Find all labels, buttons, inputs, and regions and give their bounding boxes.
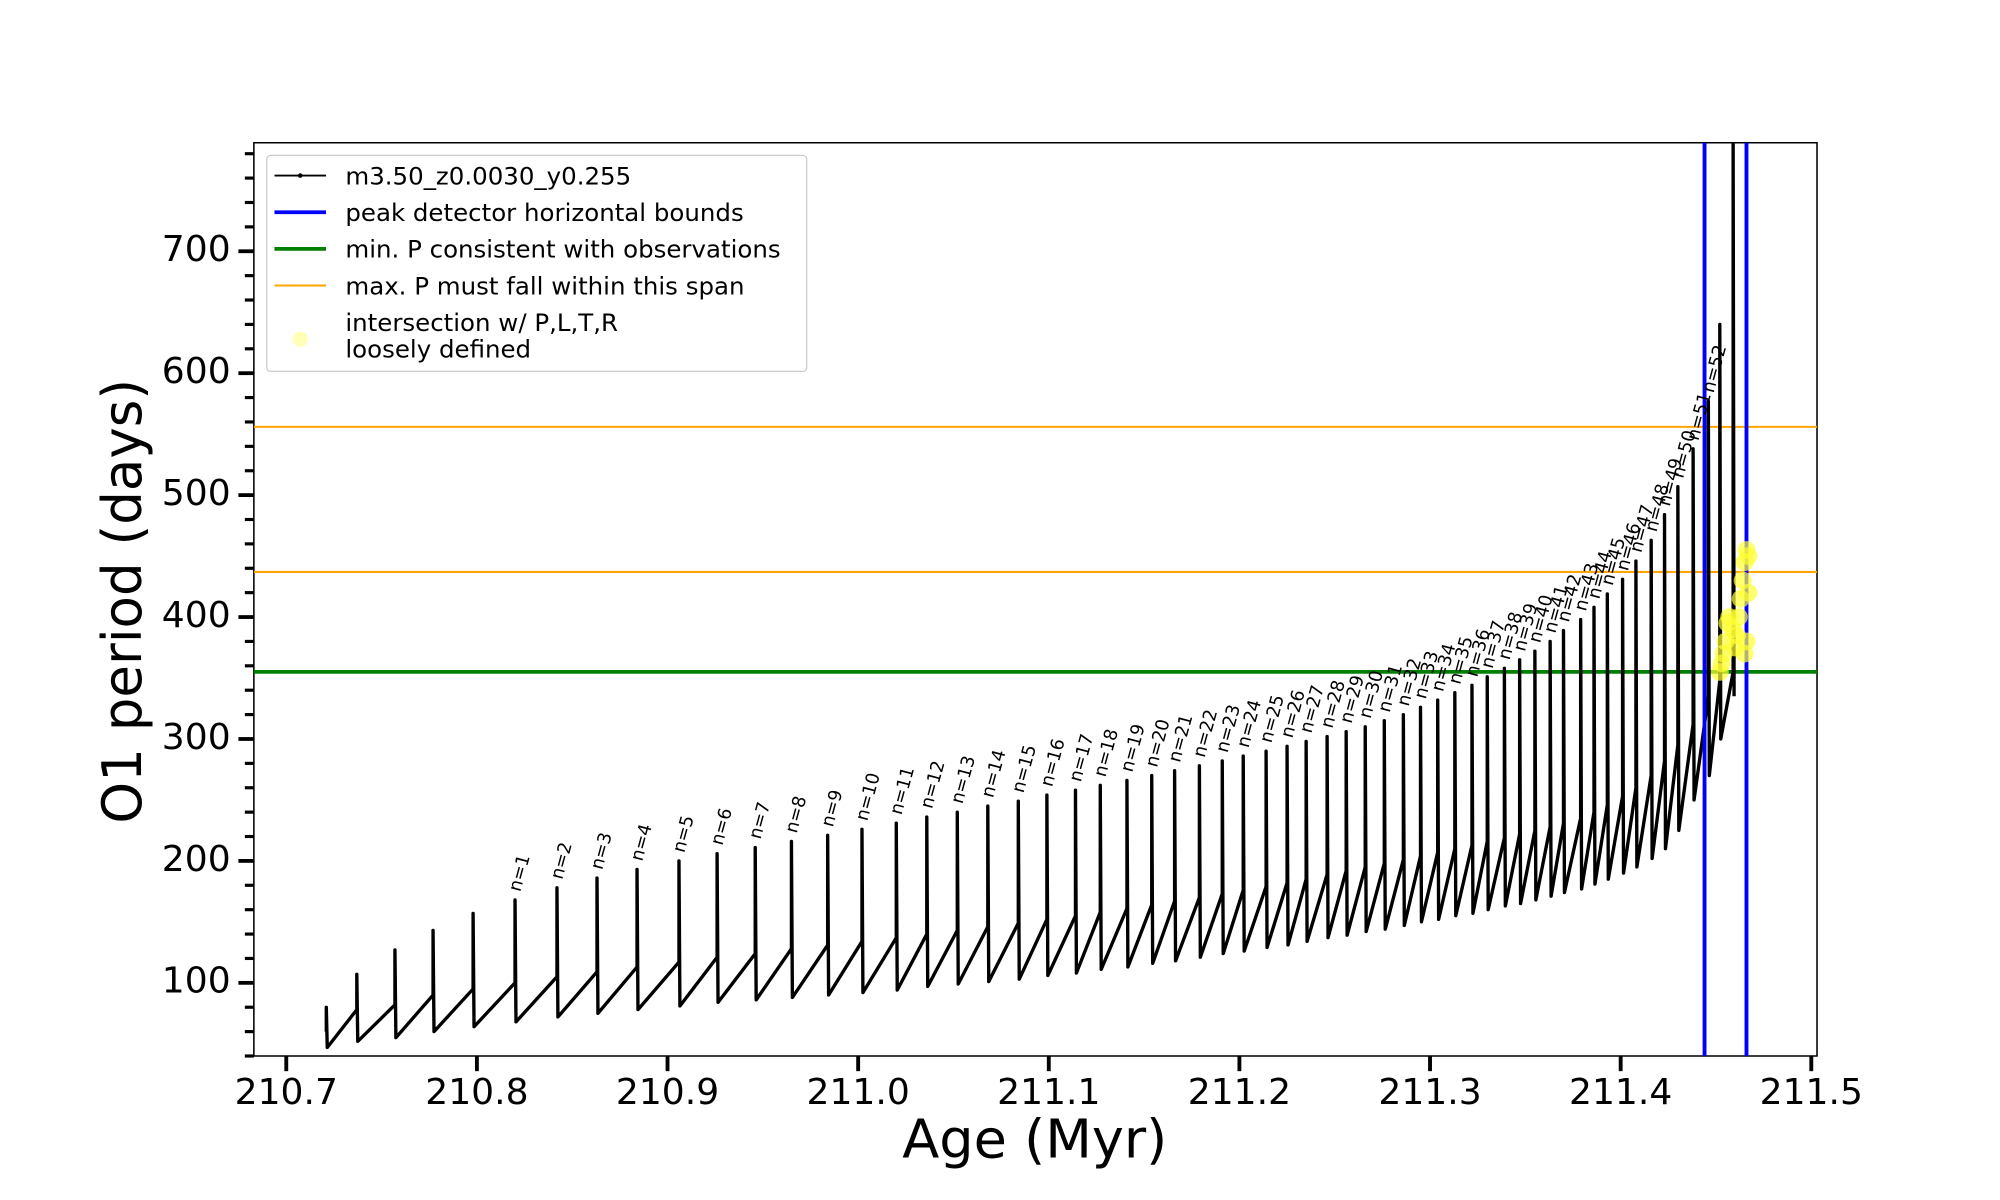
x-tick-label: 211.3 [1378, 1072, 1481, 1113]
y-tick-label: 400 [162, 595, 231, 636]
intersection-point [1739, 583, 1758, 602]
x-tick-label: 210.7 [235, 1072, 338, 1113]
pulse-label: n=11 [886, 765, 919, 817]
pulse-label: n=51 [1683, 390, 1716, 442]
pulse-label: n=7 [745, 800, 775, 841]
y-tick-label: 100 [162, 961, 231, 1002]
pulse-label: n=1 [505, 852, 535, 893]
y-tick-label: 700 [162, 229, 231, 270]
y-tick-label: 300 [162, 717, 231, 758]
legend-label: intersection w/ P,L,T,R loosely defined [345, 308, 618, 363]
intersection-point [1729, 608, 1748, 626]
pulse-label: n=2 [547, 840, 577, 881]
legend-box [266, 154, 808, 372]
plot-frame [253, 141, 1818, 1057]
legend-label: min. P consistent with observations [345, 235, 780, 264]
intersection-point [1735, 644, 1754, 663]
y-axis-label: O1 period (days) [91, 379, 155, 824]
pulse-label: n=10 [852, 771, 885, 823]
y-tick-label: 600 [162, 351, 231, 392]
x-tick-label: 211.1 [997, 1072, 1100, 1113]
intersection-point [1739, 547, 1758, 565]
pulse-label: n=13 [947, 754, 980, 806]
x-tick-label: 211.0 [807, 1072, 910, 1113]
plot-area [253, 142, 1818, 1056]
x-tick-label: 211.5 [1760, 1072, 1863, 1113]
y-tick-label: 500 [162, 473, 231, 514]
legend-label: m3.50_z0.0030_y0.255 [345, 162, 631, 191]
x-tick-label: 210.8 [425, 1072, 528, 1113]
pulse-label: n=14 [977, 747, 1010, 799]
pulse-label: n=6 [707, 806, 737, 847]
legend-marker [292, 331, 308, 347]
legend-label: peak detector horizontal bounds [345, 198, 743, 227]
x-tick-label: 210.9 [616, 1072, 719, 1113]
x-axis-label: Age (Myr) [902, 1108, 1167, 1170]
pulse-label: n=8 [781, 794, 811, 835]
pulse-label: n=9 [817, 788, 847, 829]
series-line [324, 142, 1736, 1050]
pulse-label: n=5 [669, 813, 699, 854]
pulse-label: n=4 [627, 822, 657, 863]
pulse-label: n=18 [1090, 727, 1123, 779]
x-tick-label: 211.2 [1188, 1072, 1291, 1113]
pulse-label: n=15 [1008, 743, 1041, 795]
pulse-label: n=3 [587, 830, 617, 871]
legend-label: max. P must fall within this span [345, 272, 744, 301]
pulse-label: n=12 [916, 758, 949, 810]
y-tick-label: 200 [162, 839, 231, 880]
pulse-label: n=16 [1036, 737, 1069, 789]
x-tick-label: 211.4 [1569, 1072, 1672, 1113]
legend-marker [297, 173, 303, 178]
